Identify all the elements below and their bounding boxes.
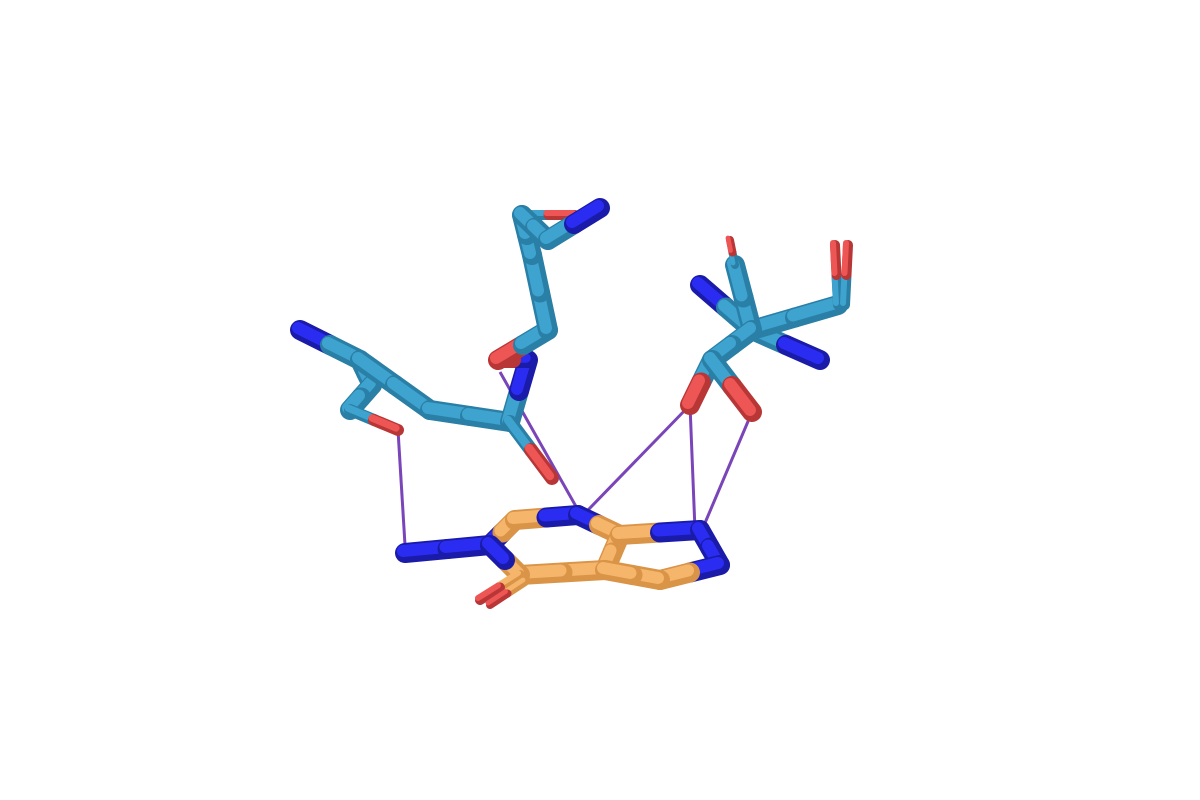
residue-center xyxy=(488,198,610,370)
bond-segment xyxy=(486,589,512,609)
bond-highlight xyxy=(482,537,509,564)
bond-highlight xyxy=(682,374,705,409)
bond-highlight xyxy=(475,582,501,601)
bond-highlight xyxy=(485,589,508,606)
contact-line xyxy=(396,429,407,546)
bond-highlight xyxy=(524,443,555,481)
bond-highlight xyxy=(787,297,842,322)
residue-left xyxy=(290,320,559,485)
bond-highlight xyxy=(841,240,849,276)
bond-highlight xyxy=(368,414,400,432)
bond-highlight xyxy=(778,337,824,364)
bond-highlight xyxy=(597,562,637,579)
contact-line xyxy=(700,411,754,531)
contact-line xyxy=(688,404,697,531)
ligand-purine xyxy=(395,505,730,609)
bond-highlight xyxy=(724,378,756,416)
bond-highlight xyxy=(344,404,376,422)
residue-right xyxy=(680,235,853,422)
bond-highlight xyxy=(830,240,838,276)
bond-highlight xyxy=(503,577,526,594)
bond-highlight xyxy=(725,235,733,253)
bond-highlight xyxy=(566,200,604,228)
contact-line xyxy=(586,403,692,512)
bond-highlight xyxy=(503,415,534,453)
